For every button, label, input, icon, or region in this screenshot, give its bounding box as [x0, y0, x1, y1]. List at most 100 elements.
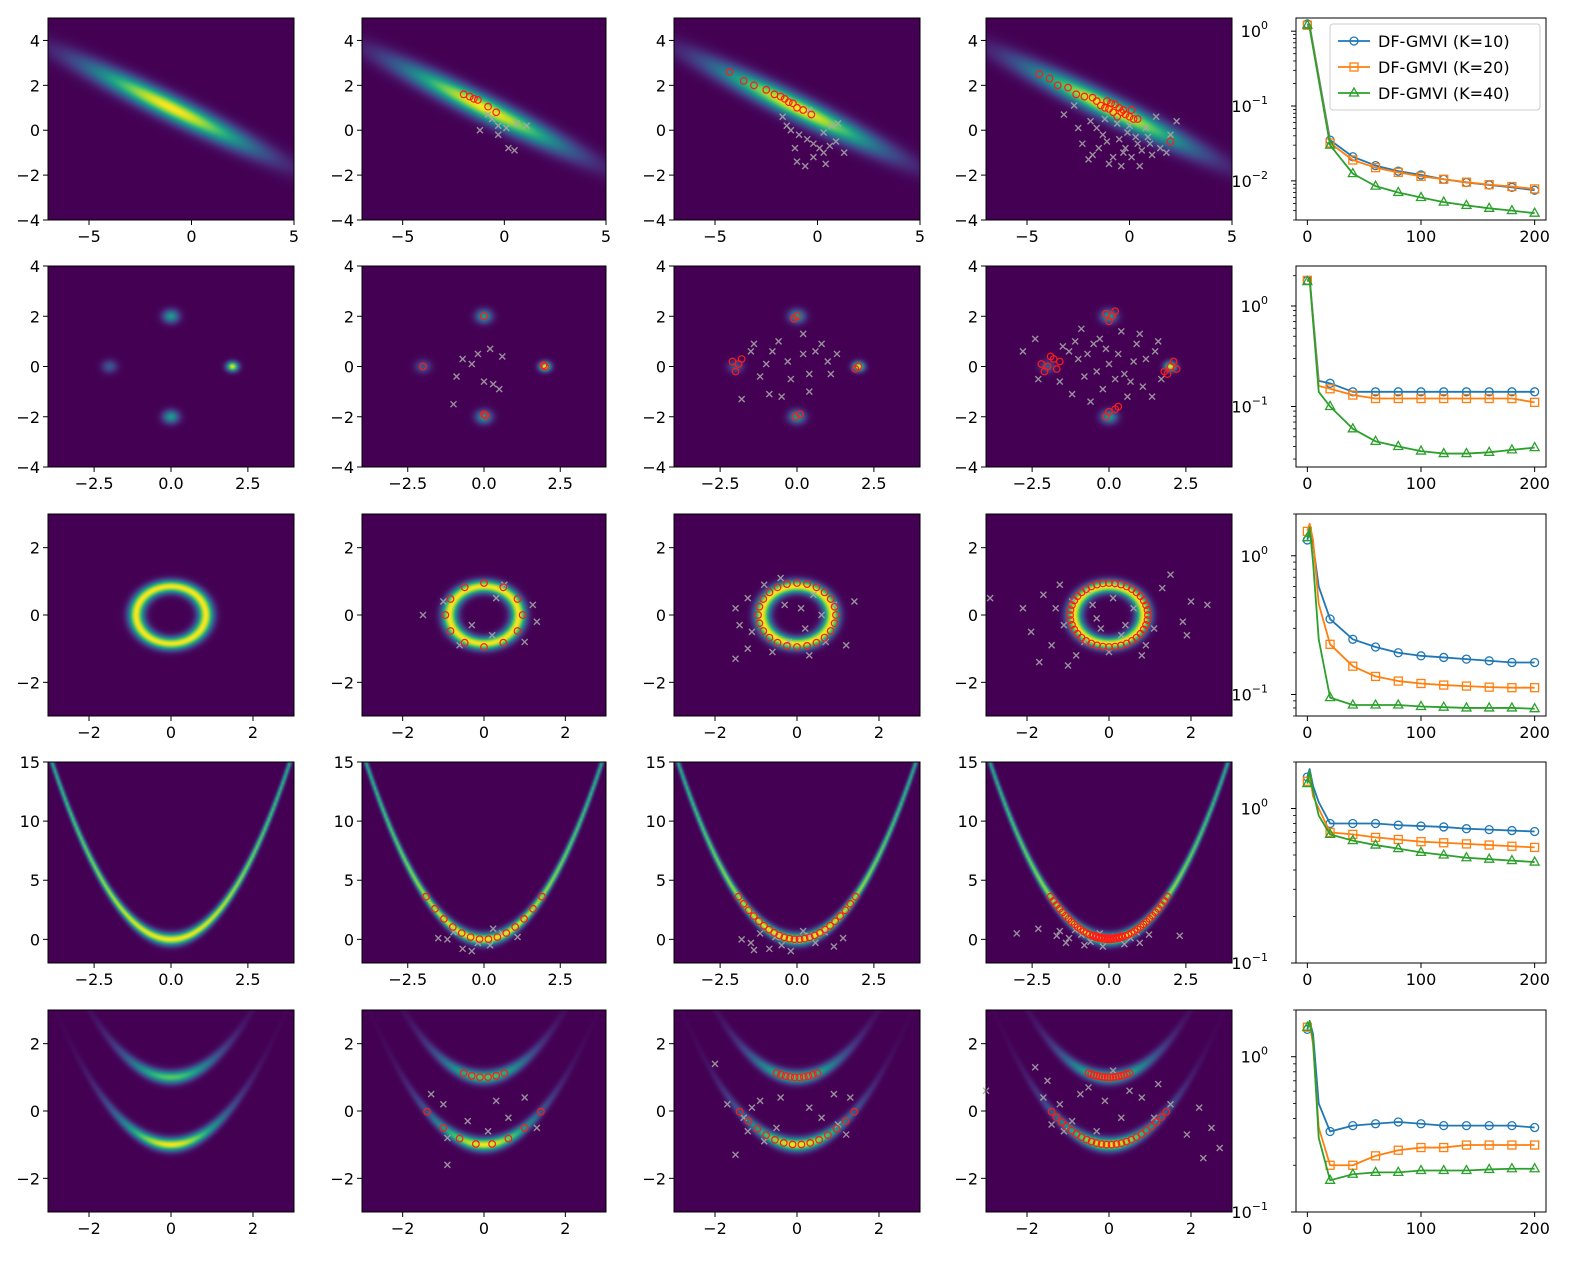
sample-marker — [1162, 149, 1170, 157]
series-point-marker — [1415, 1164, 1427, 1175]
series-point-marker — [1460, 701, 1473, 712]
component-mean-marker — [502, 929, 511, 937]
series-point-marker — [1349, 36, 1359, 46]
component-mean-marker — [788, 1140, 797, 1149]
panel-double-banana-1: −2 0 2 −2 0 2 — [330, 1009, 607, 1238]
panel-correlated-gaussian-3: −5 0 5 −4 −2 0 2 4 — [954, 17, 1237, 246]
component-mean-marker — [826, 921, 834, 930]
component-mean-marker — [803, 580, 811, 589]
y-tick-label: 100 — [1241, 1045, 1268, 1067]
y-tick-label: 4 — [656, 257, 666, 276]
x-tick-label: −2.5 — [388, 474, 427, 493]
panel-ring-4: 0 100 200 10−1 100 — [1231, 513, 1550, 742]
y-tick-label: 2 — [30, 307, 40, 326]
x-tick-label: 0.0 — [1096, 970, 1121, 989]
component-mean-marker — [1087, 1137, 1096, 1146]
component-mean-marker — [1102, 412, 1110, 421]
component-mean-marker — [749, 912, 758, 920]
component-mean-marker — [476, 1073, 484, 1082]
y-tick-label: 4 — [968, 257, 978, 276]
sample-marker — [1083, 350, 1091, 358]
line-plot-background — [1296, 514, 1546, 716]
sample-marker — [1138, 651, 1146, 659]
component-mean-marker — [1119, 106, 1128, 114]
y-tick-label: −4 — [330, 211, 354, 230]
series-point-marker — [1369, 1166, 1382, 1177]
component-mean-marker — [765, 588, 774, 597]
component-mean-marker — [1144, 611, 1152, 619]
component-mean-marker — [809, 1070, 817, 1079]
sample-marker — [1113, 119, 1121, 127]
sample-marker — [732, 1151, 739, 1159]
component-mean-marker — [484, 102, 492, 111]
component-mean-marker — [737, 355, 746, 363]
component-mean-marker — [735, 1107, 744, 1116]
series-point-marker — [1529, 387, 1540, 397]
sample-marker — [486, 345, 494, 353]
sample-marker — [834, 119, 842, 127]
component-mean-marker — [1122, 1137, 1131, 1146]
x-tick-label: 2.5 — [861, 474, 886, 493]
series-point-marker — [1529, 842, 1540, 853]
component-mean-marker — [815, 1135, 823, 1144]
sample-marker — [777, 574, 785, 582]
y-tick-label: 2 — [344, 76, 354, 95]
series-point-marker — [1301, 1020, 1313, 1031]
component-mean-marker — [812, 583, 821, 592]
series-point-marker — [1416, 393, 1426, 404]
y-tick-label: 2 — [30, 1035, 40, 1054]
sample-marker — [492, 594, 500, 602]
sample-marker — [489, 380, 497, 388]
legend: DF-GMVI (K=10) DF-GMVI (K=20) DF-GMVI (K=4… — [1329, 23, 1541, 111]
component-mean-marker — [826, 627, 835, 635]
sample-marker — [1089, 601, 1097, 609]
sample-marker — [1071, 337, 1079, 345]
series-point-marker — [1369, 179, 1382, 190]
y-tick-label: 0 — [656, 606, 666, 625]
y-tick-label: 0 — [30, 121, 40, 140]
component-mean-marker — [484, 935, 493, 944]
series-point-marker — [1483, 701, 1495, 712]
axes-frame — [985, 17, 1233, 221]
component-mean-marker — [1052, 365, 1061, 373]
series-point-marker — [1392, 842, 1404, 853]
y-tick-label: 0 — [656, 358, 666, 377]
x-tick-label: −2.5 — [1013, 970, 1052, 989]
density-heatmap — [362, 266, 606, 467]
component-mean-marker — [1157, 1113, 1166, 1122]
sample-marker — [1158, 584, 1166, 592]
series-point-marker — [1460, 447, 1473, 458]
series-line-3 — [1306, 770, 1535, 863]
x-tick-label: 2.5 — [861, 970, 886, 989]
legend-entry-3: DF-GMVI (K=40) — [1378, 84, 1510, 103]
sample-marker — [1101, 115, 1109, 123]
component-mean-marker — [830, 619, 839, 628]
y-tick-label: 10−1 — [1231, 951, 1268, 973]
sample-marker — [801, 162, 809, 170]
series-point-marker — [1507, 387, 1517, 397]
panel-correlated-gaussian-0: −5 0 5 −4 −2 0 2 4 — [16, 17, 299, 246]
sample-marker — [744, 1127, 752, 1135]
sample-marker — [1154, 337, 1162, 345]
sample-marker — [513, 119, 521, 127]
x-tick-label: −5 — [391, 227, 415, 246]
series-point-marker — [1507, 825, 1517, 836]
sample-marker — [489, 925, 497, 933]
y-tick-label: 10−1 — [1231, 1200, 1268, 1222]
series-point-marker — [1393, 387, 1403, 397]
component-mean-marker — [492, 108, 501, 117]
component-mean-marker — [1142, 1126, 1151, 1135]
component-mean-marker — [480, 410, 488, 419]
sample-marker — [1099, 942, 1107, 950]
y-tick-label: 4 — [30, 31, 40, 50]
sample-marker — [760, 1137, 768, 1145]
series-point-marker — [1529, 206, 1541, 217]
panel-four-mode-mixture-4: 0 100 200 10−1 100 — [1231, 265, 1550, 493]
sample-marker — [1187, 598, 1195, 606]
y-tick-label: 10−1 — [1231, 394, 1268, 416]
component-mean-marker — [731, 367, 740, 376]
series-point-marker — [1484, 387, 1494, 397]
sample-marker — [439, 598, 447, 606]
series-point-marker — [1416, 651, 1426, 661]
component-mean-marker — [812, 638, 821, 647]
